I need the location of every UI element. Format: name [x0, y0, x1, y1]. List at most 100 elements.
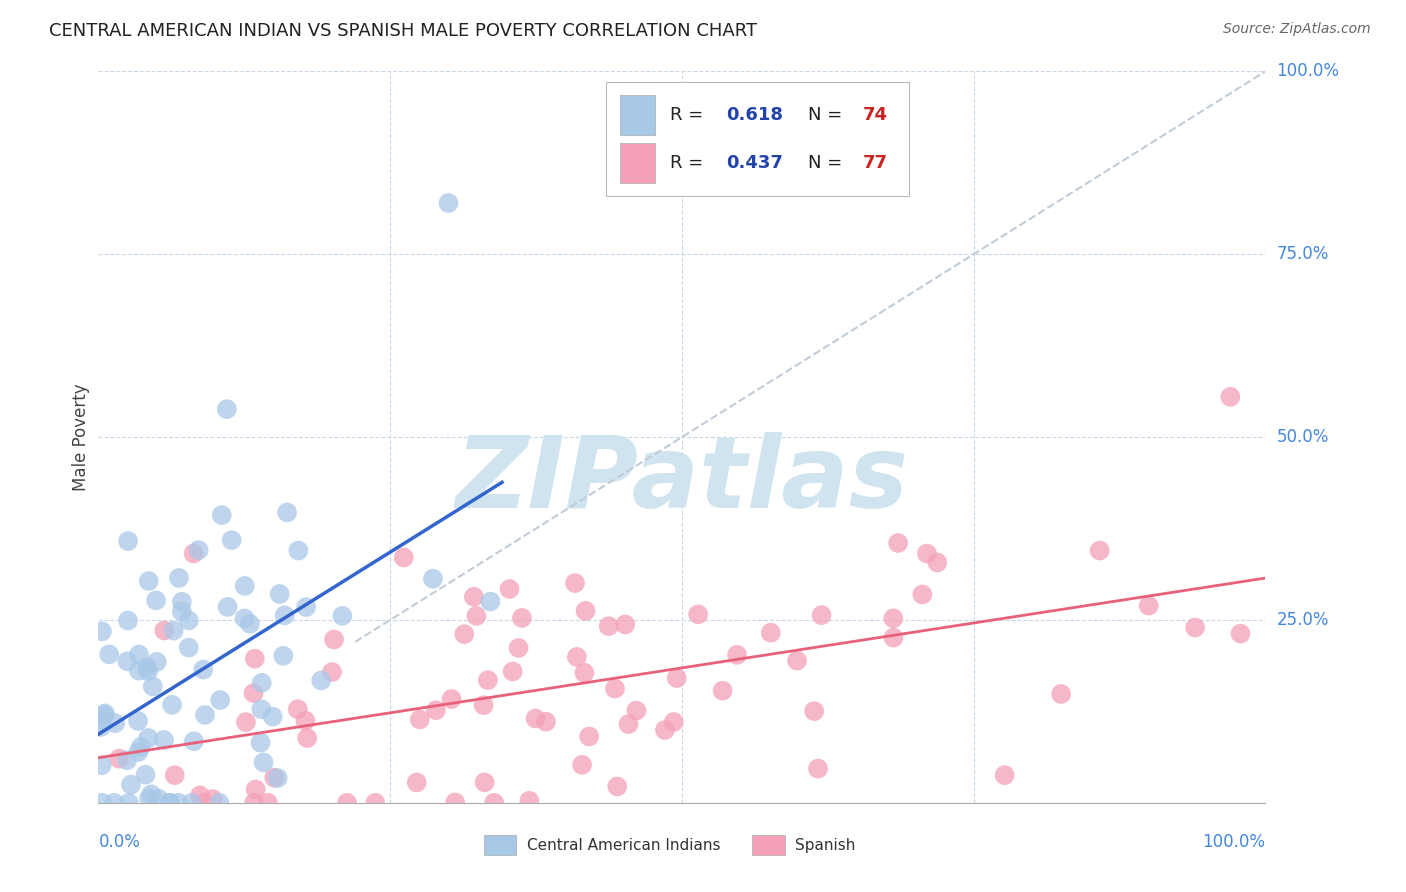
Point	[294, 714, 316, 728]
Point	[803, 704, 825, 718]
Point	[201, 792, 224, 806]
Point	[409, 713, 432, 727]
FancyBboxPatch shape	[606, 82, 910, 195]
Point	[118, 796, 141, 810]
Text: 75.0%: 75.0%	[1277, 245, 1329, 263]
Text: ZIPatlas: ZIPatlas	[456, 433, 908, 530]
Point	[103, 796, 125, 810]
Point	[120, 778, 142, 792]
Point	[1050, 687, 1073, 701]
Point	[571, 757, 593, 772]
Point	[626, 704, 648, 718]
Point	[262, 709, 284, 723]
Text: Spanish: Spanish	[796, 838, 855, 853]
Point	[517, 794, 540, 808]
Point	[364, 796, 387, 810]
Point	[117, 614, 139, 628]
Point	[807, 762, 830, 776]
Point	[141, 787, 163, 801]
Point	[662, 714, 685, 729]
Point	[98, 648, 121, 662]
Point	[187, 543, 209, 558]
Point	[243, 796, 266, 810]
Point	[453, 627, 475, 641]
Point	[233, 611, 256, 625]
Point	[183, 547, 205, 561]
Point	[759, 625, 782, 640]
Text: N =: N =	[808, 106, 848, 124]
Text: N =: N =	[808, 153, 848, 172]
Point	[614, 617, 637, 632]
Point	[136, 660, 159, 674]
Point	[440, 692, 463, 706]
Point	[598, 619, 620, 633]
Point	[90, 758, 112, 772]
Point	[249, 736, 271, 750]
Point	[193, 663, 215, 677]
Point	[170, 604, 193, 618]
Point	[117, 654, 139, 668]
Point	[159, 796, 181, 810]
Point	[508, 640, 530, 655]
Point	[915, 547, 938, 561]
Point	[295, 731, 318, 745]
Point	[911, 587, 934, 601]
Point	[163, 768, 186, 782]
Point	[104, 716, 127, 731]
Text: R =: R =	[671, 153, 709, 172]
Text: 74: 74	[863, 106, 887, 124]
Point	[153, 733, 176, 747]
Text: 0.618: 0.618	[727, 106, 783, 124]
FancyBboxPatch shape	[620, 95, 655, 136]
Point	[321, 665, 343, 679]
FancyBboxPatch shape	[620, 143, 655, 183]
Point	[183, 734, 205, 748]
Point	[574, 665, 596, 680]
Point	[603, 681, 626, 696]
Point	[510, 611, 533, 625]
Point	[94, 706, 117, 721]
Point	[882, 611, 904, 625]
Point	[145, 655, 167, 669]
Point	[91, 714, 114, 729]
Point	[177, 640, 200, 655]
Point	[135, 768, 157, 782]
Text: 77: 77	[863, 153, 887, 172]
Point	[287, 702, 309, 716]
Point	[276, 505, 298, 519]
Point	[233, 579, 256, 593]
Point	[127, 714, 149, 728]
Point	[250, 675, 273, 690]
Point	[465, 608, 488, 623]
Point	[479, 594, 502, 608]
Point	[188, 789, 211, 803]
Point	[245, 782, 267, 797]
Point	[269, 587, 291, 601]
Point	[142, 679, 165, 693]
Point	[463, 590, 485, 604]
Point	[153, 624, 176, 638]
Point	[167, 796, 190, 810]
Point	[474, 775, 496, 789]
Point	[534, 714, 557, 729]
Point	[193, 796, 215, 810]
Point	[336, 796, 359, 810]
Point	[606, 780, 628, 794]
Point	[250, 702, 273, 716]
Point	[309, 673, 332, 688]
Text: 50.0%: 50.0%	[1277, 428, 1329, 446]
Point	[243, 651, 266, 665]
Point	[128, 664, 150, 678]
Point	[477, 673, 499, 687]
Point	[148, 792, 170, 806]
Point	[163, 624, 186, 638]
Point	[145, 593, 167, 607]
Point	[1137, 599, 1160, 613]
Point	[127, 745, 149, 759]
Point	[725, 648, 748, 662]
Point	[425, 703, 447, 717]
Point	[115, 753, 138, 767]
Point	[194, 707, 217, 722]
Point	[221, 533, 243, 547]
Text: 100.0%: 100.0%	[1277, 62, 1340, 80]
